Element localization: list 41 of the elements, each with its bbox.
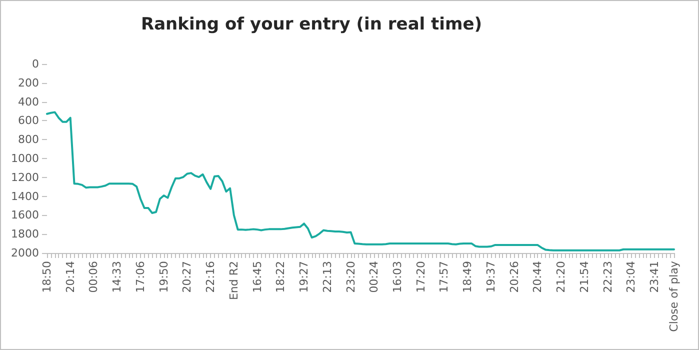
x-tick-label: 20:44 [531,261,544,293]
y-tick-label: 200 [18,76,39,90]
x-tick-label: 22:13 [320,261,334,293]
y-tick-label: 1800 [11,228,39,241]
y-tick-label: 1400 [11,190,39,203]
x-tick-label: End R2 [227,261,240,300]
x-tick-label: 17:06 [134,261,147,293]
x-tick-label: 20:14 [64,261,77,293]
x-tick-label: 17:57 [438,261,451,293]
x-tick-label: 18:49 [461,261,474,293]
x-tick-label: 19:27 [298,261,311,293]
x-tick-label: 18:22 [274,261,288,293]
x-tick-label: 21:20 [554,261,568,293]
x-tick-label: 23:41 [648,261,662,293]
x-tick-label: 16:45 [250,261,264,293]
y-tick-label: 1200 [11,170,39,184]
x-tick-label: 23:04 [624,261,638,293]
x-tick-label: 22:16 [204,261,218,293]
x-tick-label: 22:23 [601,261,614,293]
y-tick-label: 400 [18,95,39,108]
y-tick-label: 1000 [11,152,39,165]
x-tick-label: 19:50 [157,261,170,293]
y-tick-label: 1600 [11,208,39,222]
x-tick-label: 19:37 [484,261,498,293]
y-tick-label: 600 [18,114,39,128]
x-tick-label: 23:20 [344,261,358,293]
y-tick-label: 2000 [11,246,39,260]
x-tick-label: 00:24 [368,261,381,293]
line-series [46,111,675,252]
x-tick-label: Close of play [668,260,680,332]
x-tick-label: 17:20 [414,261,428,293]
y-tick-label: 800 [18,133,39,146]
x-tick-label: 21:54 [578,261,591,293]
x-tick-label: 14:33 [110,261,124,293]
chart-title: Ranking of your entry (in real time) [141,14,482,34]
x-tick-label: 00:06 [87,261,100,293]
x-tick-label: 20:26 [508,261,521,293]
x-tick-label: 18:50 [40,261,54,293]
y-tick-label: 0 [32,58,39,70]
x-tick-label: 16:03 [390,261,404,293]
x-tick-label: 20:27 [180,261,194,293]
